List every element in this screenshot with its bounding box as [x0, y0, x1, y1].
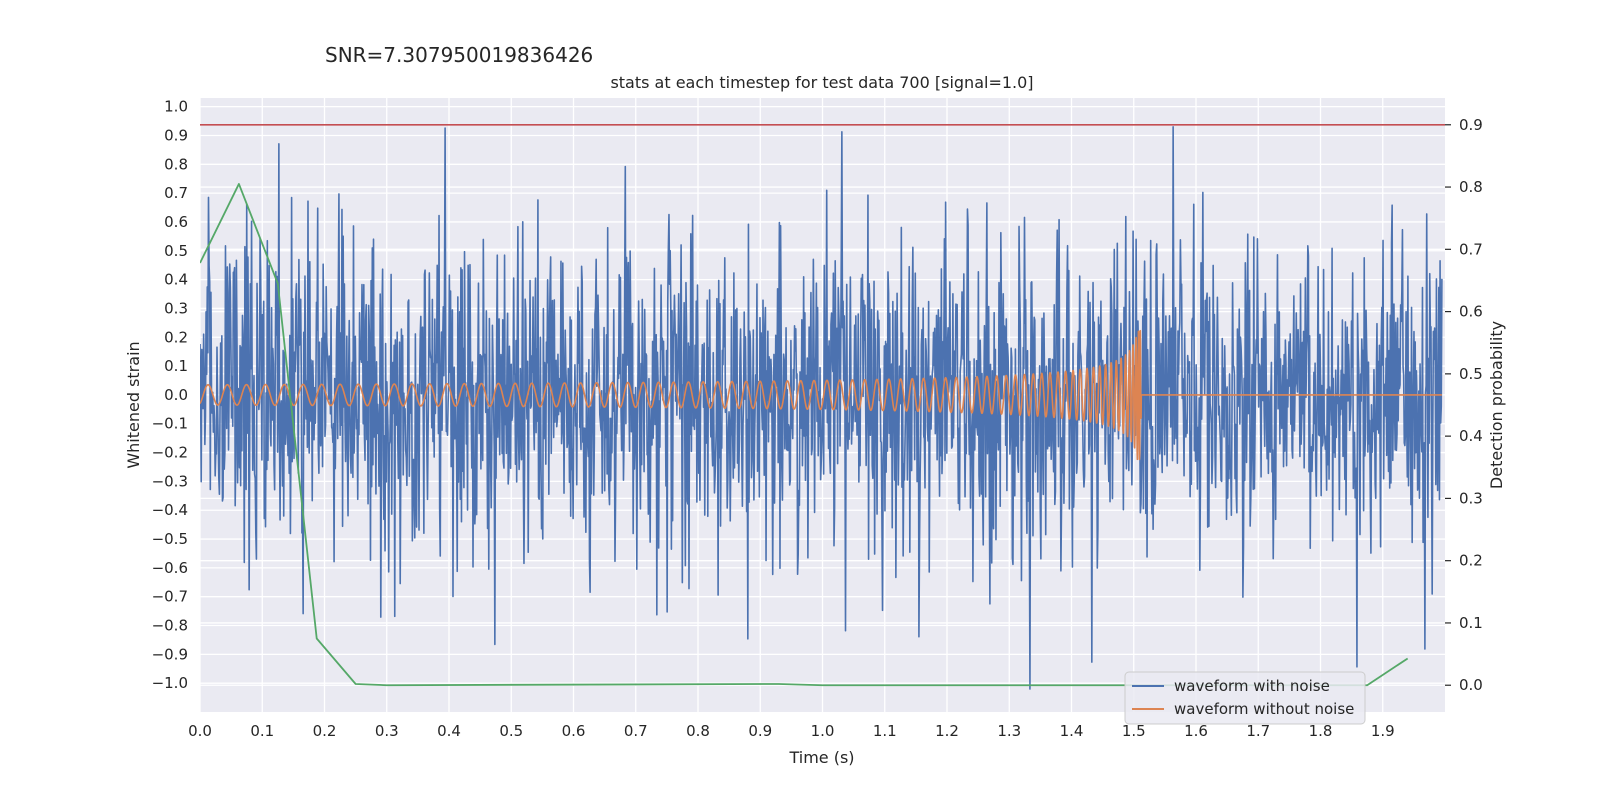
y2-tick-label: 0.2	[1459, 552, 1483, 570]
y-axis-label: Whitened strain	[124, 341, 143, 468]
y2-tick-label: 0.5	[1459, 365, 1483, 383]
x-tick-label: 0.0	[188, 722, 212, 740]
x-tick-labels: 0.0 0.1 0.2 0.3 0.4 0.5 0.6 0.7 0.8 0.9 1.0 1.1 1.2 1…	[188, 722, 1395, 740]
series-waveform-with-noise	[200, 126, 1443, 690]
x-tick-label: 1.0	[811, 722, 835, 740]
x-tick-label: 1.9	[1371, 722, 1395, 740]
y-tick-label: 0.4	[164, 271, 188, 289]
y-tick-label: 0.2	[164, 328, 188, 346]
y-tick-label: 0.3	[164, 299, 188, 317]
x-tick-label: 0.6	[562, 722, 586, 740]
y-tick-label: 0.0	[164, 386, 188, 404]
x-tick-label: 1.3	[997, 722, 1021, 740]
y-tick-label: −0.6	[152, 559, 188, 577]
x-tick-label: 0.9	[748, 722, 772, 740]
y2-tick-label: 0.9	[1459, 116, 1483, 134]
y-tick-label: 0.1	[164, 357, 188, 375]
x-axis-label: Time (s)	[788, 748, 854, 767]
x-tick-label: 0.4	[437, 722, 461, 740]
x-tick-label: 1.1	[873, 722, 897, 740]
series-waveform-without-noise	[200, 329, 1443, 461]
x-tick-label: 1.4	[1060, 722, 1084, 740]
x-tick-label: 0.3	[375, 722, 399, 740]
x-tick-label: 0.2	[313, 722, 337, 740]
y-tick-label: 1.0	[164, 98, 188, 116]
y2-tick-label: 0.4	[1459, 427, 1483, 445]
y-tick-label: −0.7	[152, 588, 188, 606]
y2-tick-label: 0.6	[1459, 303, 1483, 321]
y-tick-label: −0.3	[152, 472, 188, 490]
x-tick-label: 0.7	[624, 722, 648, 740]
legend-label-with-noise: waveform with noise	[1174, 677, 1330, 695]
y-tick-label: −1.0	[152, 674, 188, 692]
legend-box	[1124, 671, 1366, 725]
y-tick-label: 0.8	[164, 155, 188, 173]
y2-tick-label: 0.0	[1459, 676, 1483, 694]
chart-title: stats at each timestep for test data 700…	[610, 73, 1033, 92]
y-tick-label: −0.8	[152, 617, 188, 635]
y-tick-label: −0.4	[152, 501, 188, 519]
x-tick-label: 1.2	[935, 722, 959, 740]
y2-axis-label: Detection probability	[1487, 321, 1506, 489]
y2-tick-label: 0.7	[1459, 240, 1483, 258]
y2-tick-label: 0.8	[1459, 178, 1483, 196]
y-tick-label: −0.1	[152, 415, 188, 433]
y2-tick-label: 0.3	[1459, 489, 1483, 507]
x-tick-label: 0.5	[499, 722, 523, 740]
y-tick-label: 0.6	[164, 213, 188, 231]
y2-tick-labels: 0.9 0.8 0.7 0.6 0.5 0.4 0.3 0.2 0.1 0.0	[1445, 116, 1483, 694]
legend-label-without-noise: waveform without noise	[1174, 700, 1354, 718]
y-tick-label: −0.2	[152, 444, 188, 462]
y-tick-label: 0.5	[164, 242, 188, 260]
y-tick-label: −0.5	[152, 530, 188, 548]
x-tick-label: 0.8	[686, 722, 710, 740]
snr-text: SNR=7.307950019836426	[325, 43, 593, 67]
y-tick-label: 0.9	[164, 126, 188, 144]
x-tick-label: 1.6	[1184, 722, 1208, 740]
x-tick-label: 1.8	[1309, 722, 1333, 740]
y2-tick-label: 0.1	[1459, 614, 1483, 632]
x-tick-label: 0.1	[250, 722, 274, 740]
y-tick-label: −0.9	[152, 645, 188, 663]
y-tick-labels: 1.0 0.9 0.8 0.7 0.6 0.5 0.4 0.3 0.2 0.1 0.0 −0.1 −0.…	[152, 98, 188, 693]
legend: waveform with noise waveform without noi…	[1124, 671, 1366, 725]
x-tick-label: 1.7	[1246, 722, 1270, 740]
x-tick-label: 1.5	[1122, 722, 1146, 740]
y-tick-label: 0.7	[164, 184, 188, 202]
